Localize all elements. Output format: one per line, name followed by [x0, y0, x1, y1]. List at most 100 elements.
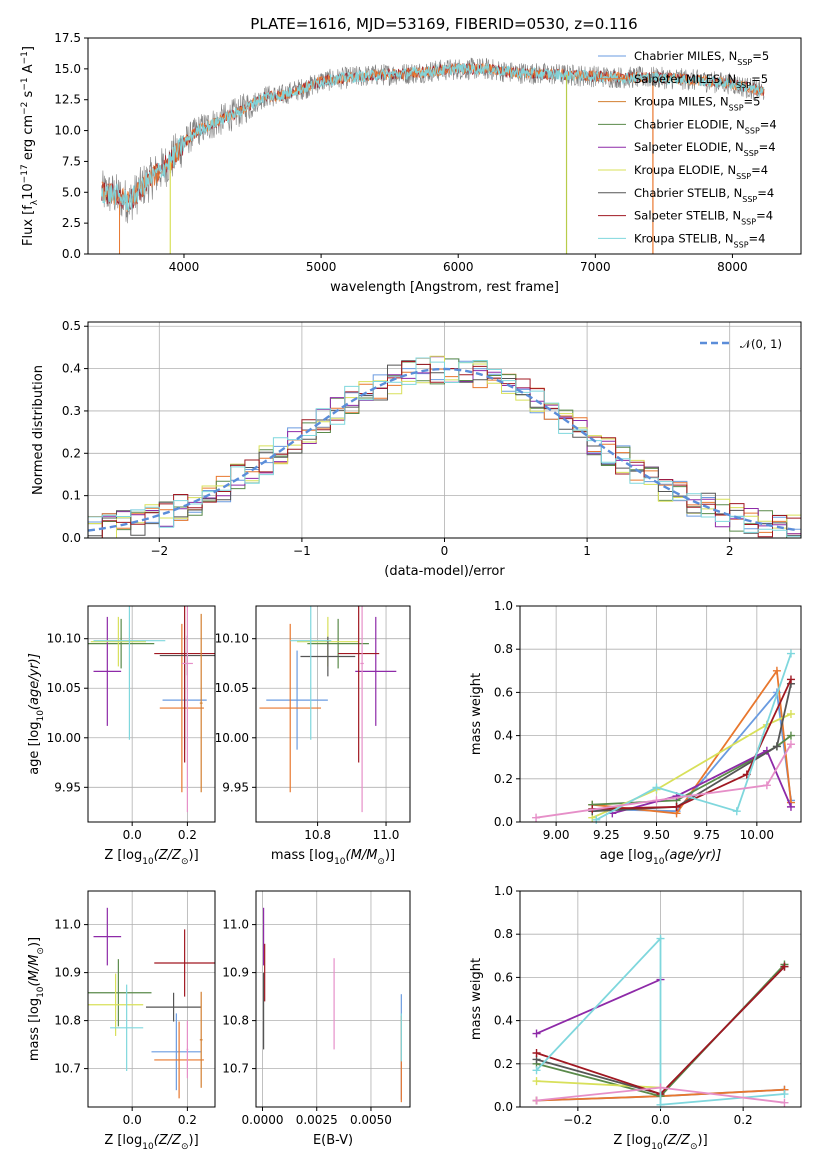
- spectrum-ytick-label: 2.5: [62, 216, 81, 230]
- mass-vs-EBV-points: [262, 907, 402, 1103]
- spectrum-xlabel: wavelength [Angstrom, rest frame]: [330, 280, 559, 295]
- mass-vs-EBV-xlabel: E(B-V): [313, 1133, 353, 1148]
- age-vs-mass-axes: 10.8 11.0 9.95 10.00 10.05 10.10: [215, 606, 410, 842]
- mass-weight-line: [592, 683, 792, 813]
- spectrum-ytick-label: 5.0: [62, 185, 81, 199]
- mass-vs-Z-xtick-label: 0.0: [123, 1113, 142, 1127]
- mass-weight-vs-Z-ytick-label: 0.8: [494, 927, 513, 941]
- spectrum-xtick-label: 5000: [306, 260, 337, 274]
- age-vs-Z-ytick-label: 10.05: [47, 681, 81, 695]
- age-vs-Z-axes: 0.0 0.2 9.95 10.00 10.05 10.10: [47, 606, 215, 842]
- residuals-ytick-label: 0.0: [62, 531, 81, 545]
- mass-vs-EBV-xtick-label: 0.0050: [350, 1113, 392, 1127]
- mass-weight-marker: [532, 1096, 541, 1105]
- mass-weight-line: [535, 743, 792, 819]
- mass-vs-Z-ytick-label: 10.8: [54, 1014, 81, 1028]
- age-vs-Z-points: [88, 606, 215, 813]
- residuals-legend: 𝒩(0, 1): [700, 337, 782, 351]
- age-vs-mass-ytick-label: 10.00: [215, 731, 249, 745]
- mass-weight-marker: [532, 1029, 541, 1038]
- spectrum-xtick-label: 4000: [169, 260, 200, 274]
- mass-vs-EBV-xtick-label: 0.0025: [296, 1113, 338, 1127]
- residuals-frame: [87, 321, 802, 539]
- legend-entry: Kroupa MILES, NSSP=5: [634, 95, 760, 113]
- mass-weight-marker: [652, 796, 661, 805]
- mass-weight-vs-age-ytick-label: 0.8: [494, 642, 513, 656]
- spectrum-xtick-label: 8000: [717, 260, 748, 274]
- mass-weight-vs-age-xlabel: age [log10(age/yr)]: [600, 848, 722, 867]
- residuals-ytick-label: 0.4: [62, 362, 81, 376]
- age-vs-Z-ytick-label: 10.10: [47, 632, 81, 646]
- age-vs-mass-ytick-label: 10.05: [215, 681, 249, 695]
- mass-weight-vs-Z-ytick-label: 1.0: [494, 884, 513, 898]
- legend-entry: 𝒩(0, 1): [740, 337, 782, 351]
- spectrum-ytick-label: 17.5: [54, 31, 81, 45]
- residuals-xlabel: (data-model)/error: [384, 564, 505, 579]
- residual-histogram: [88, 357, 801, 537]
- mass-weight-vs-age-ytick-label: 0.4: [494, 729, 513, 743]
- mass-weight-line: [592, 679, 792, 810]
- mass-weight-marker: [656, 1083, 665, 1092]
- mass-weight-marker: [656, 934, 665, 943]
- mass-weight-vs-age-xtick-label: 9.25: [593, 828, 620, 842]
- legend-entry: Kroupa ELODIE, NSSP=4: [634, 163, 768, 181]
- age-vs-mass-ytick-label: 10.10: [215, 632, 249, 646]
- mass-weight-marker: [532, 1049, 541, 1057]
- spectrum-data-line: [101, 57, 765, 224]
- spectrum-model-line: [101, 63, 765, 212]
- spectrum-frame: [87, 37, 802, 255]
- age-vs-Z-ytick-label: 9.95: [54, 780, 81, 794]
- residuals-xtick-label: −2: [150, 544, 168, 558]
- mass-weight-vs-Z-ytick-label: 0.6: [494, 970, 513, 984]
- mass-vs-Z-xlabel: Z [log10(Z/Z⊙)]: [104, 1133, 198, 1152]
- mass-weight-vs-age-xtick-label: 10.00: [740, 828, 774, 842]
- mass-weight-line: [592, 734, 792, 806]
- mass-weight-line: [595, 653, 792, 821]
- mass-weight-vs-Z-ylabel: mass weight: [469, 958, 484, 1040]
- mass-weight-line: [591, 713, 792, 819]
- mass-weight-marker: [786, 710, 795, 718]
- spectrum-ytick-label: 12.5: [54, 93, 81, 107]
- mass-weight-line: [592, 690, 792, 813]
- residuals-ylabel: Normed distribution: [31, 365, 46, 495]
- mass-vs-Z-points: [88, 907, 215, 1099]
- mass-weight-vs-age-axes: 9.00 9.25 9.50 9.75 10.00 0.0 0.2 0.4 0.6 0.8 1.0: [494, 599, 801, 842]
- mass-vs-Z-ytick-label: 10.7: [54, 1062, 81, 1076]
- mass-weight-marker: [786, 649, 795, 658]
- residuals-xtick-label: 0: [441, 544, 449, 558]
- mass-vs-EBV-axes: 0.0000 0.0025 0.0050 10.7 10.8 10.9 11.0: [222, 891, 410, 1127]
- residuals-xtick-label: −1: [293, 544, 311, 558]
- mass-weight-marker: [772, 666, 781, 675]
- spectrum-lines: [101, 57, 765, 254]
- mass-weight-vs-age-ytick-label: 0.2: [494, 772, 513, 786]
- mass-weight-vs-Z-ytick-label: 0.4: [494, 1014, 513, 1028]
- gaussian-curve: [88, 367, 799, 532]
- mass-vs-EBV-ytick-label: 11.0: [222, 918, 249, 932]
- legend-entry: Salpeter STELIB, NSSP=4: [634, 209, 773, 227]
- legend-entry: Chabrier ELODIE, NSSP=4: [634, 117, 777, 135]
- spectrum-axes: 4000 5000 6000 7000 8000 0.0 2.5 5.0 7.5 10.0 12.5…: [54, 31, 747, 274]
- mass-vs-Z-frame: [87, 890, 216, 1108]
- age-vs-Z-xtick-label: 0.2: [178, 828, 197, 842]
- mass-vs-EBV-ytick-label: 10.9: [222, 966, 249, 980]
- age-vs-Z-frame: [87, 605, 216, 823]
- mass-weight-vs-age-xtick-label: 9.75: [693, 828, 720, 842]
- spectrum-ylabel: Flux [fλ10−17 erg cm−2 s−1 A−1]: [20, 46, 40, 246]
- mass-weight-vs-age-xtick-label: 9.50: [643, 828, 670, 842]
- mass-weight-vs-age-ylabel: mass weight: [469, 673, 484, 755]
- mass-weight-marker: [532, 1066, 541, 1075]
- residuals-xtick-label: 2: [726, 544, 734, 558]
- mass-weight-marker: [532, 813, 541, 822]
- mass-weight-line: [536, 978, 661, 1035]
- age-vs-Z-xtick-label: 0.0: [123, 828, 142, 842]
- mass-weight-marker: [672, 802, 681, 811]
- mass-weight-vs-Z-xtick-label: 0.2: [734, 1113, 753, 1127]
- mass-weight-vs-Z-xtick-label: −0.2: [563, 1113, 592, 1127]
- mass-weight-vs-Z-xtick-label: 0.0: [651, 1113, 670, 1127]
- age-vs-mass-points: [259, 606, 397, 813]
- residuals-histograms: [88, 355, 801, 538]
- mass-weight-marker: [786, 675, 795, 684]
- mass-weight-line: [536, 1080, 661, 1089]
- residuals-ytick-label: 0.1: [62, 489, 81, 503]
